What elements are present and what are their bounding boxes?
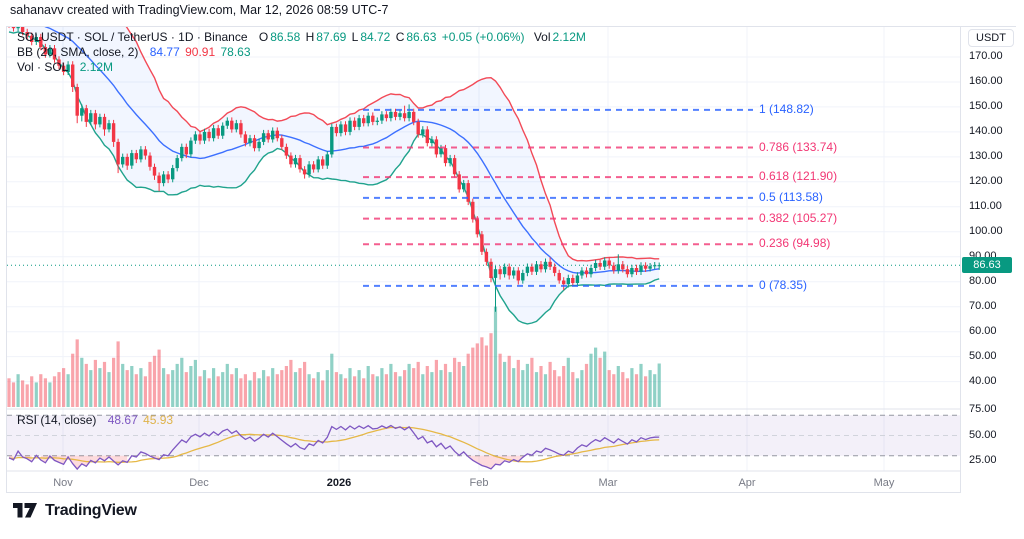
price-tick-label: 110.00 [969,199,1002,212]
rsi-tick-label: 25.00 [969,453,997,466]
price-tick-label: 120.00 [969,174,1003,187]
time-axis-label: Nov [53,477,73,489]
rsi-ma-value: 45.93 [143,413,174,427]
time-axis-label: 2026 [326,477,352,489]
symbol-legend[interactable]: SOLUSDT · SOL / TetherUS · 1D · Binance … [17,30,586,44]
currency-toggle[interactable]: USDT [968,29,1014,47]
close-value: 86.63 [406,30,437,44]
fib-level-label: 0.382 (105.27) [759,210,838,225]
price-tick-label: 150.00 [969,99,1003,112]
high-value: 87.69 [316,30,347,44]
bb-legend[interactable]: BB (20, SMA, close, 2) 84.77 90.91 78.63 [17,45,253,59]
rsi-value: 48.67 [107,413,138,427]
bb-basis-value: 84.77 [149,45,180,59]
volume-legend-value: 2.12M [79,60,114,74]
bb-lower-value: 78.63 [220,45,251,59]
time-axis-label: Dec [189,477,209,489]
volume-value: 2.12M [552,30,586,44]
rsi-tick-label: 75.00 [969,403,997,416]
price-tick-label: 80.00 [969,274,997,287]
price-axis[interactable]: USDT 170.00 160.00 150.00 140.00 130.00 120.0… [960,27,1016,493]
price-tick-label: 130.00 [969,149,1003,162]
rsi-title: RSI (14, close) [17,413,97,427]
fib-level-label: 0.236 (94.98) [759,236,831,251]
open-value: 86.58 [270,30,301,44]
symbol-title: SOLUSDT · SOL / TetherUS · 1D · Binance [17,30,248,44]
last-price-badge: 86.63 [962,257,1012,274]
fib-level-label: 0.786 (133.74) [759,139,838,154]
volume-title: Vol · SOL [17,60,69,74]
price-tick-label: 100.00 [969,224,1003,237]
volume-legend[interactable]: Vol · SOL 2.12M [17,60,115,74]
price-tick-label: 140.00 [969,124,1003,137]
tradingview-logo[interactable]: TradingView [13,501,137,520]
time-axis-label: Mar [598,477,618,489]
fib-level-label: 0 (78.35) [759,277,808,292]
time-axis-label: May [873,477,895,489]
fib-level-label: 0.5 (113.58) [759,189,823,204]
bb-title: BB (20, SMA, close, 2) [17,45,139,59]
price-chart-canvas[interactable] [7,27,961,493]
time-axis-label: Apr [738,477,756,489]
bb-upper-value: 90.91 [185,45,216,59]
time-axis-label: Feb [469,477,489,489]
fib-level-label: 1 (148.82) [759,101,814,116]
price-tick-label: 40.00 [969,374,997,387]
price-tick-label: 60.00 [969,324,997,337]
tradingview-logo-text: TradingView [45,501,137,519]
low-value: 84.72 [360,30,391,44]
chart-frame: SOLUSDT · SOL / TetherUS · 1D · Binance … [6,26,1016,493]
rsi-legend[interactable]: RSI (14, close) 48.67 45.93 [17,413,175,427]
price-tick-label: 50.00 [969,349,997,362]
rsi-tick-label: 50.00 [969,428,997,441]
price-tick-label: 170.00 [969,50,1003,62]
fib-level-label: 0.618 (121.90) [759,169,838,184]
price-tick-label: 160.00 [969,74,1003,87]
tradingview-logo-icon [13,503,37,518]
price-tick-label: 70.00 [969,299,997,312]
change-value: +0.05 (+0.06%) [441,30,525,44]
attribution-text: sahanavv created with TradingView.com, M… [10,3,389,17]
